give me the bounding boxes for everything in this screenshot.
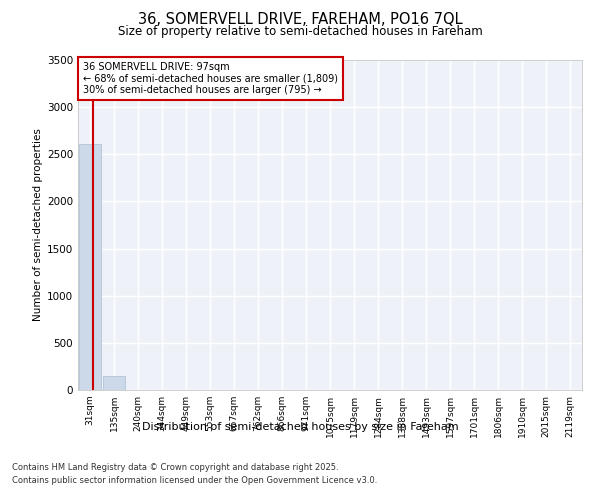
Text: 36, SOMERVELL DRIVE, FAREHAM, PO16 7QL: 36, SOMERVELL DRIVE, FAREHAM, PO16 7QL	[137, 12, 463, 28]
Text: 36 SOMERVELL DRIVE: 97sqm
← 68% of semi-detached houses are smaller (1,809)
30% : 36 SOMERVELL DRIVE: 97sqm ← 68% of semi-…	[83, 62, 338, 95]
Text: Size of property relative to semi-detached houses in Fareham: Size of property relative to semi-detach…	[118, 25, 482, 38]
Text: Distribution of semi-detached houses by size in Fareham: Distribution of semi-detached houses by …	[142, 422, 458, 432]
Y-axis label: Number of semi-detached properties: Number of semi-detached properties	[33, 128, 43, 322]
Bar	[79, 144, 101, 390]
Text: Contains public sector information licensed under the Open Government Licence v3: Contains public sector information licen…	[12, 476, 377, 485]
Text: Contains HM Land Registry data © Crown copyright and database right 2025.: Contains HM Land Registry data © Crown c…	[12, 462, 338, 471]
Bar	[103, 376, 125, 390]
